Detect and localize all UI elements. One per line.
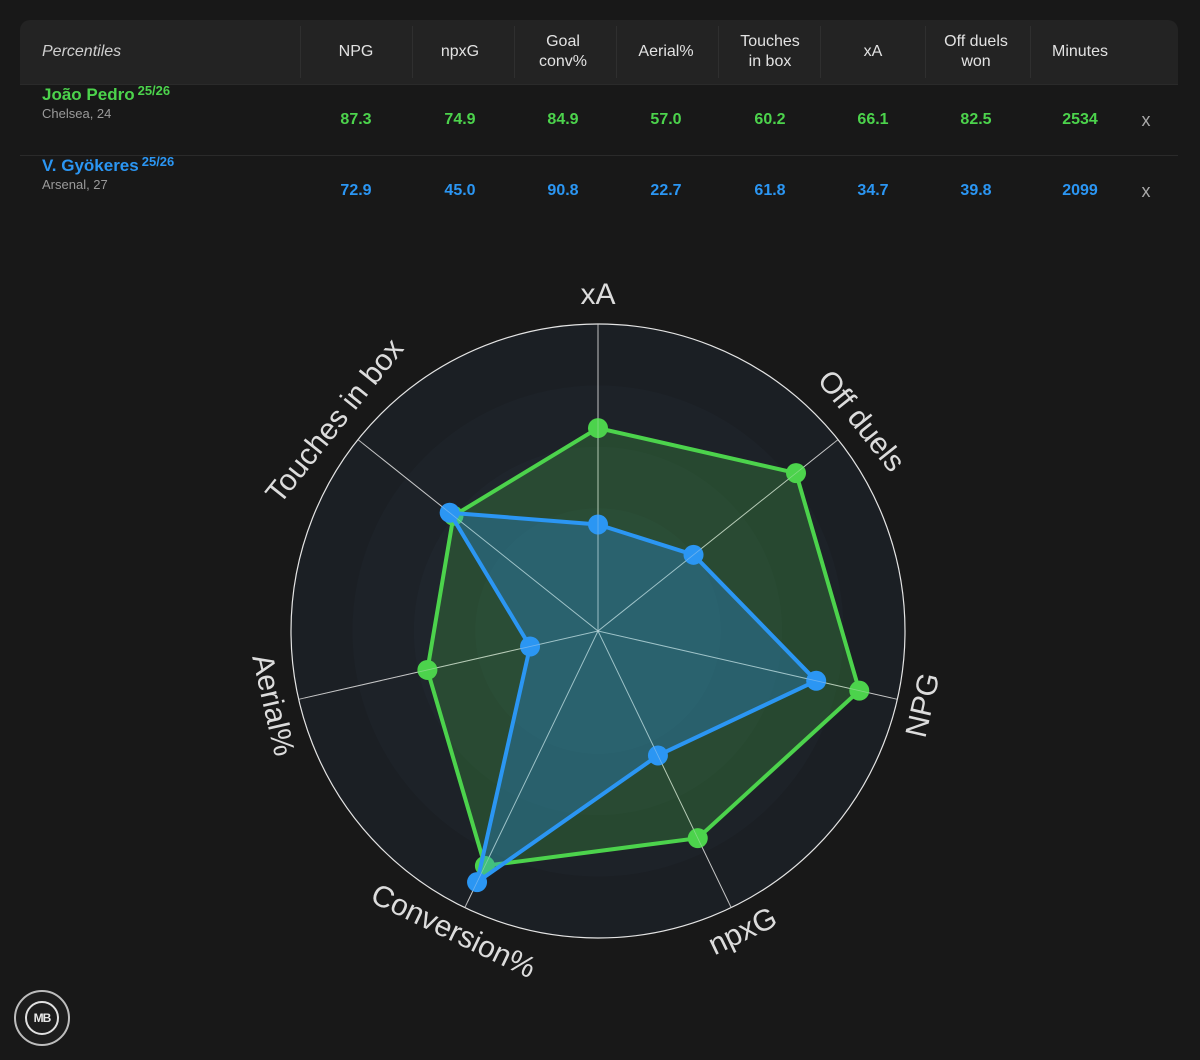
remove-player-button[interactable]: x	[1141, 109, 1151, 130]
radar-spoke	[597, 630, 898, 700]
radar-axis-label: NPG	[900, 670, 947, 741]
column-header[interactable]: NPG	[338, 43, 374, 60]
stat-value: 61.8	[754, 182, 786, 199]
stat-value: 66.1	[857, 111, 889, 128]
table-header-row: Percentiles NPG npxG Goal conv% Aerial% Touch…	[20, 20, 1178, 84]
player-club: Chelsea, 24	[42, 106, 112, 121]
stat-value: 22.7	[650, 182, 682, 199]
column-divider	[412, 26, 413, 78]
column-divider	[820, 26, 821, 78]
table-row: V. Gyökeres 25/26 Arsenal, 27 72.9 45.0 90.8 2…	[20, 154, 1178, 226]
table-title: Percentiles	[42, 43, 122, 60]
stat-value: 45.0	[444, 182, 476, 199]
stat-value: 87.3	[340, 111, 372, 128]
player-name[interactable]: V. Gyökeres	[42, 156, 139, 175]
column-header[interactable]: Goal conv%	[538, 33, 588, 70]
stat-value: 39.8	[960, 182, 992, 199]
stat-value: 57.0	[650, 111, 682, 128]
radar-data-point	[687, 828, 708, 849]
radar-spoke-overlay	[304, 630, 599, 699]
radar-data-point	[439, 502, 460, 523]
logo-text: MB	[25, 1001, 59, 1035]
radar-data-point	[417, 659, 438, 680]
radar-data-point	[683, 544, 704, 565]
stat-value: 72.9	[340, 182, 372, 199]
stat-value: 90.8	[547, 182, 579, 199]
table-row: João Pedro 25/26 Chelsea, 24 87.3 74.9 84.9 57…	[20, 83, 1178, 155]
column-divider	[616, 26, 617, 78]
radar-data-point	[849, 680, 870, 701]
radar-spoke	[597, 630, 732, 908]
stat-value: 2099	[1062, 182, 1098, 199]
radar-data-point	[647, 745, 668, 766]
column-header[interactable]: Off duels won	[944, 33, 1008, 70]
column-header[interactable]: Aerial%	[638, 43, 694, 60]
mb-logo: MB	[14, 990, 70, 1046]
radar-axis-label: xA	[580, 278, 615, 311]
column-divider	[300, 26, 301, 78]
stat-value: 2534	[1062, 111, 1098, 128]
column-header[interactable]: xA	[863, 43, 883, 60]
radar-data-point	[467, 872, 488, 893]
player-season: 25/26	[141, 154, 175, 169]
player-season: 25/26	[137, 83, 171, 98]
column-divider	[718, 26, 719, 78]
stat-value: 60.2	[754, 111, 786, 128]
stat-value: 82.5	[960, 111, 992, 128]
radar-data-point	[806, 670, 827, 691]
column-header[interactable]: Touches in box	[740, 33, 800, 70]
radar-spoke-overlay	[597, 630, 729, 903]
radar-data-point	[520, 636, 541, 657]
radar-spoke	[298, 630, 599, 700]
player-name-cell: João Pedro 25/26 Chelsea, 24	[42, 83, 171, 155]
stat-value: 84.9	[547, 111, 579, 128]
radar-series-area	[425, 426, 862, 868]
radar-spoke	[357, 439, 599, 632]
radar-spoke-overlay	[362, 443, 599, 632]
column-header[interactable]: Minutes	[1051, 43, 1109, 60]
stat-value: 34.7	[857, 182, 889, 199]
stat-value: 74.9	[444, 111, 476, 128]
player-club: Arsenal, 27	[42, 177, 108, 192]
column-divider	[1030, 26, 1031, 78]
column-divider	[925, 26, 926, 78]
player-name[interactable]: João Pedro	[42, 85, 135, 104]
column-header[interactable]: npxG	[440, 43, 480, 60]
radar-axis-label: Aerial%	[245, 651, 300, 759]
table-header-background	[20, 20, 1178, 84]
remove-player-button[interactable]: x	[1141, 180, 1151, 201]
radar-spoke-overlay	[597, 630, 892, 699]
radar-data-point	[588, 514, 608, 535]
player-name-cell: V. Gyökeres 25/26 Arsenal, 27	[42, 154, 175, 226]
radar-data-point	[786, 463, 807, 484]
radar-series-area	[447, 510, 819, 885]
percentiles-table: Percentiles NPG npxG Goal conv% Aerial% Touch…	[20, 20, 1178, 226]
radar-spoke-overlay	[597, 443, 834, 632]
column-divider	[514, 26, 515, 78]
radar-spoke-overlay	[467, 630, 599, 903]
radar-data-point	[588, 418, 608, 439]
